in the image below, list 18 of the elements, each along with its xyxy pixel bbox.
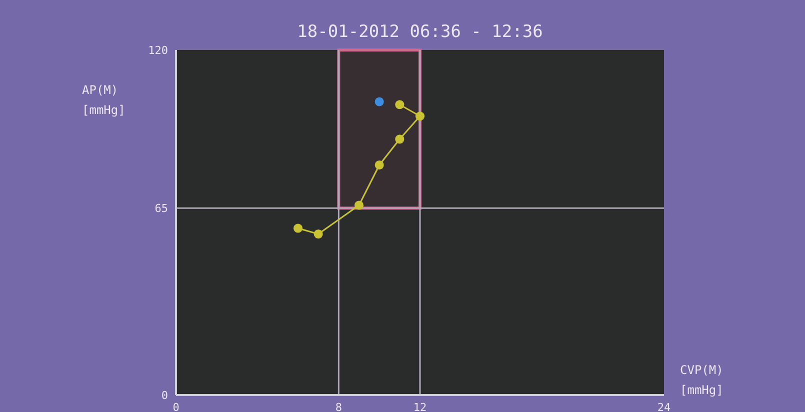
- x-tick-label: 8: [335, 400, 342, 412]
- point: [395, 100, 404, 110]
- point: [415, 112, 425, 121]
- x-tick-label: 0: [172, 400, 180, 412]
- y-tick-label: 0: [161, 388, 168, 402]
- point: [374, 97, 384, 106]
- y-tick-label: 120: [148, 44, 168, 57]
- x-axis-title: CVP(M) [mmHg]: [680, 362, 724, 399]
- point: [395, 134, 404, 144]
- point: [374, 160, 384, 170]
- x-tick-label: 24: [657, 400, 671, 412]
- y-tick-label: 65: [154, 202, 168, 216]
- point: [314, 229, 323, 239]
- point: [293, 224, 303, 233]
- y-axis-title: AP(M) [mmHg]: [82, 82, 126, 119]
- point: [354, 200, 364, 210]
- x-tick-label: 12: [413, 400, 427, 412]
- chart-title: 18-01-2012 06:36 - 12:36: [296, 22, 544, 42]
